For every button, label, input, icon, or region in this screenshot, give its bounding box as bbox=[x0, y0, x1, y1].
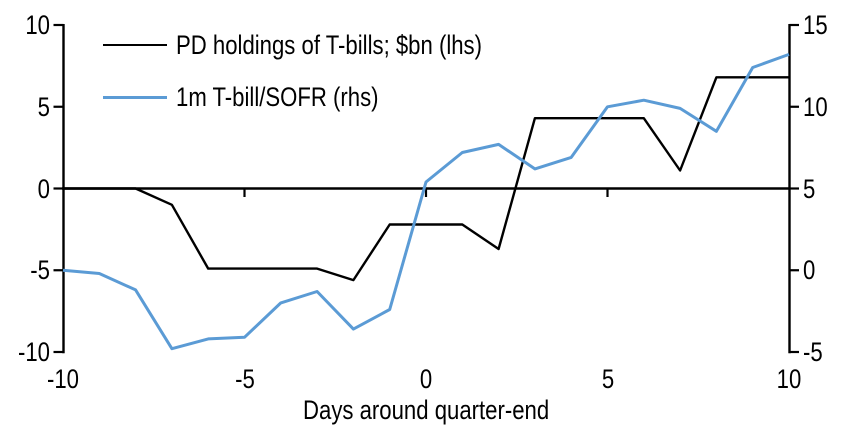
right-axis-tick-label: 5 bbox=[803, 173, 816, 204]
legend-label-pd-holdings: PD holdings of T-bills; $bn (lhs) bbox=[176, 30, 483, 60]
x-axis-tick-label: -10 bbox=[46, 364, 80, 394]
legend-line-sample-blue bbox=[103, 95, 167, 99]
left-axis-tick-label: 10 bbox=[25, 10, 50, 40]
axes-group bbox=[53, 23, 799, 354]
series-group bbox=[62, 52, 790, 351]
x-axis-tick-label: 5 bbox=[601, 364, 614, 394]
x-axis-tick-label: 0 bbox=[419, 364, 433, 394]
right-axis-tick-label: -5 bbox=[803, 337, 823, 367]
left-axis-tick-label: 5 bbox=[37, 91, 50, 122]
legend-label-tbill-sofr: 1m T-bill/SOFR (rhs) bbox=[176, 82, 379, 112]
series-line-pd-holdings bbox=[63, 76, 789, 282]
x-axis-title: Days around quarter-end bbox=[302, 395, 550, 425]
left-axis-tick-label: 0 bbox=[37, 173, 50, 204]
x-axis-tick-label: 10 bbox=[776, 364, 802, 394]
right-axis-tick-label: 0 bbox=[803, 255, 816, 286]
left-axis-tick-label: -5 bbox=[30, 255, 50, 286]
legend-item-pd-holdings: PD holdings of T-bills; $bn (lhs) bbox=[103, 31, 549, 59]
series-line-tbill-sofr bbox=[62, 52, 790, 351]
legend-item-tbill-sofr: 1m T-bill/SOFR (rhs) bbox=[103, 83, 549, 111]
right-axis-tick-label: 15 bbox=[803, 10, 828, 40]
right-axis-tick-label: 10 bbox=[803, 91, 828, 122]
legend: PD holdings of T-bills; $bn (lhs) 1m T-b… bbox=[103, 31, 549, 135]
left-axis-tick-label: -10 bbox=[17, 337, 50, 367]
x-axis-tick-label: -5 bbox=[234, 364, 255, 394]
legend-line-sample-black bbox=[103, 43, 167, 47]
